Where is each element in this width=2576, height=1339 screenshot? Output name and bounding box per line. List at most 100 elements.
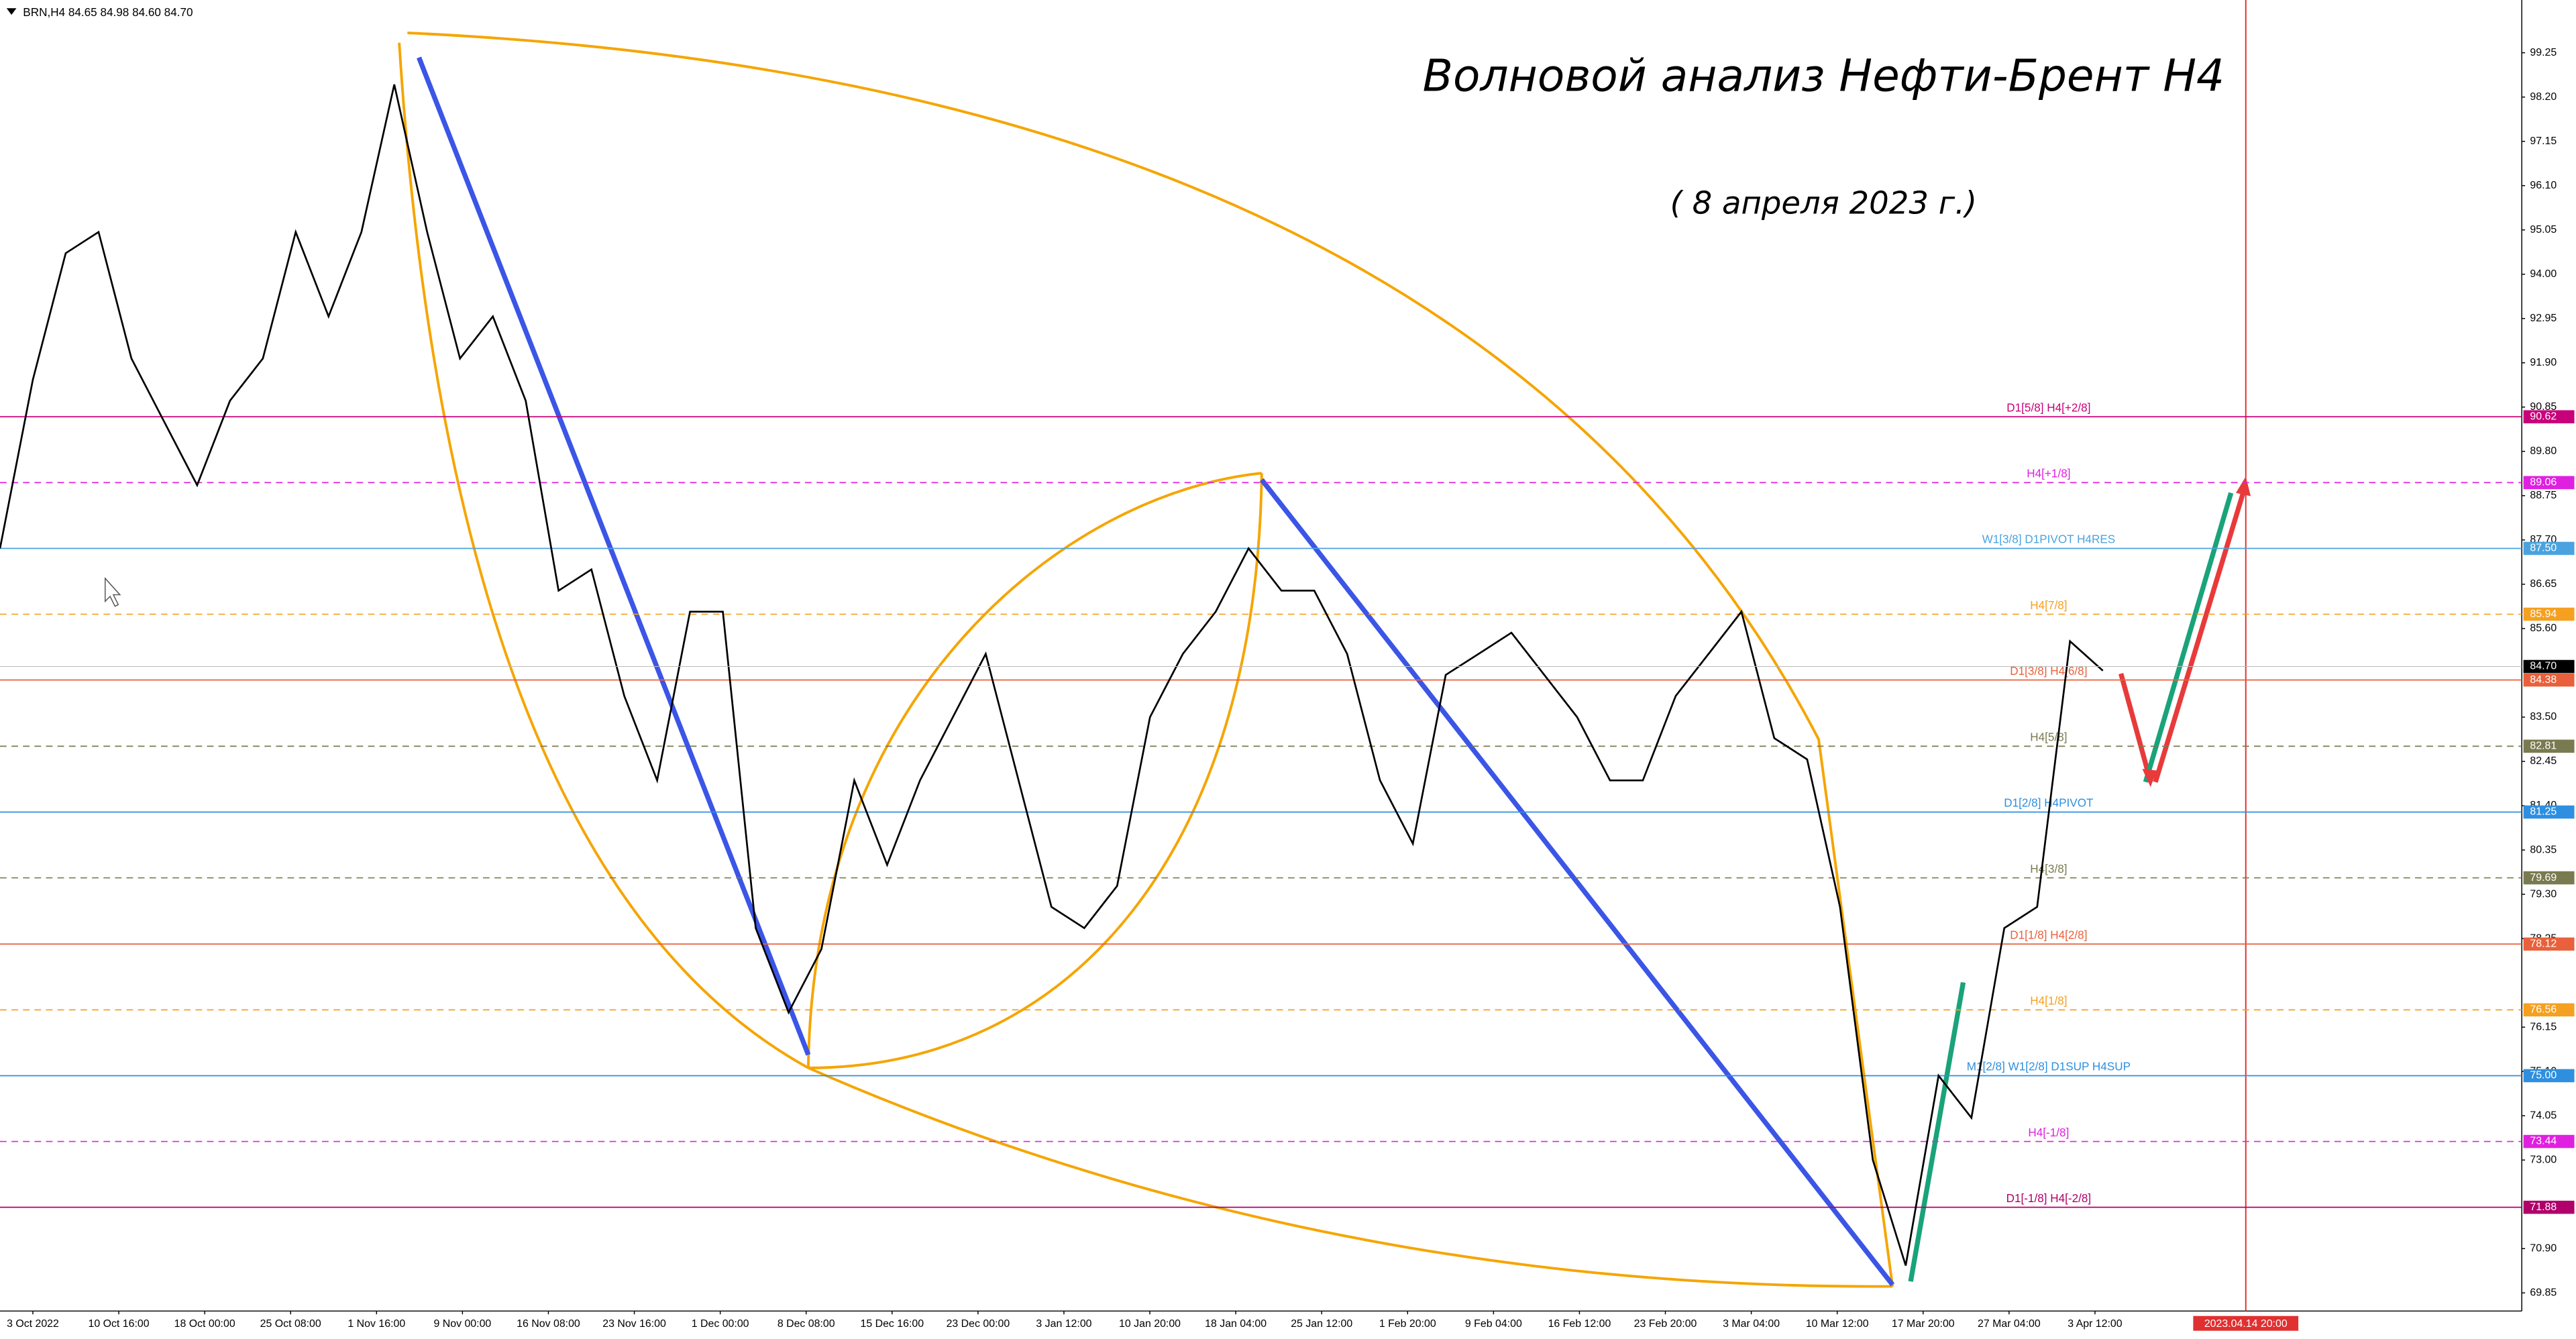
last-price-label: 84.70 bbox=[2530, 661, 2557, 672]
level-price-label: 78.12 bbox=[2530, 938, 2557, 949]
level-price-box bbox=[2523, 673, 2575, 687]
level-price-box bbox=[2523, 937, 2575, 951]
level-price-label: 90.62 bbox=[2530, 411, 2557, 422]
forecast-arrow bbox=[2153, 488, 2247, 783]
wave-line bbox=[417, 56, 811, 1056]
x-tick-label: 8 Dec 08:00 bbox=[777, 1318, 835, 1330]
level-price-label: 73.44 bbox=[2530, 1136, 2557, 1147]
level-price-label: 85.94 bbox=[2530, 608, 2557, 620]
level-price-box bbox=[2523, 476, 2575, 490]
wave-annotations bbox=[0, 32, 2522, 1288]
x-tick-label: 9 Nov 00:00 bbox=[433, 1318, 491, 1330]
chart-title: Волновой анализ Нефти-Брент H4 bbox=[1423, 50, 2225, 102]
x-tick-label: 23 Nov 16:00 bbox=[602, 1318, 666, 1330]
level-price-label: 82.81 bbox=[2530, 741, 2557, 752]
level-label: D1[1/8] H4[2/8] bbox=[2010, 928, 2087, 942]
level-price-label: 87.50 bbox=[2530, 543, 2557, 554]
y-tick-label: 69.85 bbox=[2530, 1287, 2557, 1298]
last-price-box bbox=[2523, 659, 2575, 674]
level-label: H4[1/8] bbox=[2030, 994, 2067, 1008]
level-label: D1[5/8] H4[+2/8] bbox=[2006, 401, 2090, 415]
x-tick-label: 3 Apr 12:00 bbox=[2068, 1318, 2123, 1330]
level-label: H4[3/8] bbox=[2030, 862, 2067, 875]
x-tick-label: 1 Dec 00:00 bbox=[692, 1318, 749, 1330]
x-tick-label: 9 Feb 04:00 bbox=[1465, 1318, 1522, 1330]
level-price-box bbox=[2523, 1069, 2575, 1083]
level-price-label: 81.25 bbox=[2530, 806, 2557, 818]
level-price-box bbox=[2523, 607, 2575, 621]
level-label: D1[-1/8] H4[-2/8] bbox=[2006, 1191, 2092, 1205]
outer-arc bbox=[407, 32, 1894, 1287]
level-price-box bbox=[2523, 1134, 2575, 1148]
y-tick-label: 82.45 bbox=[2530, 755, 2557, 767]
x-tick-label: 23 Dec 00:00 bbox=[947, 1318, 1010, 1330]
level-label: H4[-1/8] bbox=[2028, 1126, 2069, 1139]
y-tick-label: 99.25 bbox=[2530, 47, 2557, 58]
symbol-header: BRN,H4 84.65 84.98 84.60 84.70 bbox=[23, 5, 193, 19]
level-price-label: 71.88 bbox=[2530, 1201, 2557, 1213]
x-tick-label: 27 Mar 04:00 bbox=[1978, 1318, 2041, 1330]
y-tick-label: 74.05 bbox=[2530, 1110, 2557, 1121]
level-price-label: 84.38 bbox=[2530, 674, 2557, 686]
level-price-box bbox=[2523, 1003, 2575, 1017]
y-tick-label: 94.00 bbox=[2530, 268, 2557, 280]
y-tick-label: 98.20 bbox=[2530, 91, 2557, 103]
x-tick-label: 10 Jan 20:00 bbox=[1119, 1318, 1181, 1330]
x-tick-label: 10 Mar 12:00 bbox=[1806, 1318, 1869, 1330]
x-tick-label: 25 Jan 12:00 bbox=[1291, 1318, 1352, 1330]
x-tick-label: 17 Mar 20:00 bbox=[1892, 1318, 1955, 1330]
level-price-label: 76.56 bbox=[2530, 1004, 2557, 1016]
y-tick-label: 86.65 bbox=[2530, 578, 2557, 590]
forecast-arrow bbox=[2118, 673, 2151, 776]
level-label: W1[3/8] D1PIVOT H4RES bbox=[1982, 533, 2116, 546]
x-tick-label: 3 Mar 04:00 bbox=[1723, 1318, 1780, 1330]
x-tick-label: 25 Oct 08:00 bbox=[260, 1318, 321, 1330]
left-arc bbox=[398, 42, 809, 1069]
level-price-box bbox=[2523, 410, 2575, 424]
y-tick-label: 96.10 bbox=[2530, 180, 2557, 191]
x-tick-label: 10 Oct 16:00 bbox=[89, 1318, 150, 1330]
bottom-arc bbox=[808, 1067, 1893, 1288]
level-label: H4[+1/8] bbox=[2027, 467, 2070, 480]
price-line bbox=[0, 84, 2104, 1266]
y-tick-label: 89.80 bbox=[2530, 445, 2557, 457]
level-price-box bbox=[2523, 1200, 2575, 1214]
y-tick-label: 80.35 bbox=[2530, 844, 2557, 855]
wave-line bbox=[1259, 478, 1895, 1287]
forecast-time-label: 2023.04.14 20:00 bbox=[2204, 1318, 2288, 1330]
x-tick-label: 16 Feb 12:00 bbox=[1548, 1318, 1611, 1330]
level-price-label: 79.69 bbox=[2530, 872, 2557, 883]
level-label: D1[3/8] H4[6/8] bbox=[2010, 664, 2087, 678]
level-label: M1[2/8] W1[2/8] D1SUP H4SUP bbox=[1967, 1060, 2131, 1073]
level-price-box bbox=[2523, 739, 2575, 753]
x-tick-label: 1 Feb 20:00 bbox=[1379, 1318, 1436, 1330]
level-price-label: 89.06 bbox=[2530, 477, 2557, 488]
arrow-head bbox=[2142, 769, 2157, 788]
y-tick-label: 97.15 bbox=[2530, 136, 2557, 147]
y-tick-label: 92.95 bbox=[2530, 313, 2557, 324]
inner-arc-bottom bbox=[808, 473, 1263, 1069]
level-price-label: 75.00 bbox=[2530, 1070, 2557, 1081]
level-price-box bbox=[2523, 541, 2575, 555]
level-label: H4[5/8] bbox=[2030, 731, 2067, 744]
y-tick-label: 88.75 bbox=[2530, 490, 2557, 501]
level-label: D1[2/8] H4PIVOT bbox=[2004, 796, 2094, 810]
x-tick-label: 23 Feb 20:00 bbox=[1634, 1318, 1697, 1330]
wave-line bbox=[1908, 981, 1966, 1282]
chart-subtitle: ( 8 апреля 2023 г.) bbox=[1670, 185, 1977, 221]
y-tick-label: 70.90 bbox=[2530, 1242, 2557, 1254]
x-tick-label: 18 Jan 04:00 bbox=[1205, 1318, 1267, 1330]
x-tick-label: 1 Nov 16:00 bbox=[347, 1318, 405, 1330]
inner-arc-top bbox=[806, 472, 1263, 1068]
level-price-box bbox=[2523, 871, 2575, 885]
y-tick-label: 95.05 bbox=[2530, 224, 2557, 235]
x-tick-label: 3 Oct 2022 bbox=[7, 1318, 59, 1330]
y-tick-label: 85.60 bbox=[2530, 623, 2557, 634]
level-price-box bbox=[2523, 805, 2575, 819]
header-arrow bbox=[6, 8, 17, 15]
forecast-time-box bbox=[2193, 1316, 2299, 1331]
level-label: H4[7/8] bbox=[2030, 598, 2067, 612]
x-tick-label: 15 Dec 16:00 bbox=[860, 1318, 924, 1330]
